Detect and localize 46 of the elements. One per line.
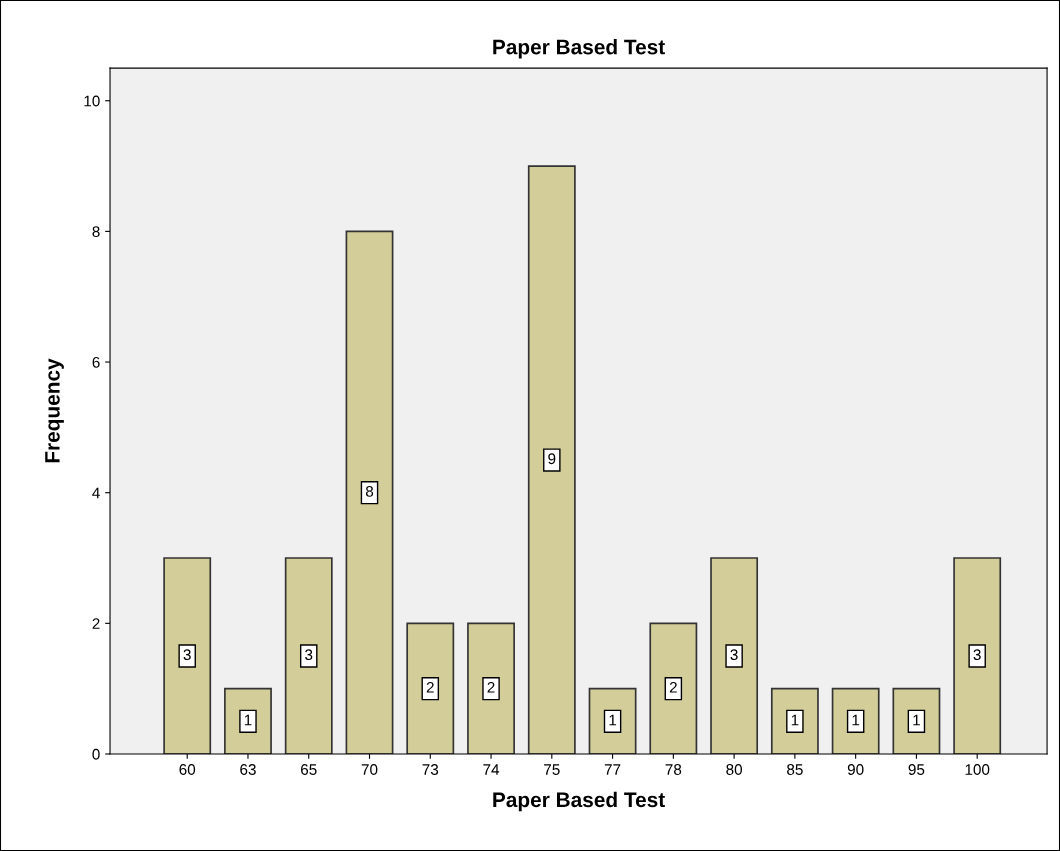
- x-tick-label: 75: [544, 764, 560, 775]
- x-tick-label: 95: [908, 764, 925, 775]
- y-tick-label: 0: [92, 748, 100, 760]
- data-label: 3: [305, 649, 313, 661]
- bar: [710, 557, 759, 754]
- data-label: 1: [609, 714, 617, 726]
- data-label: 2: [669, 681, 677, 693]
- x-tick-label: 90: [847, 764, 864, 775]
- y-tick-label: 8: [92, 226, 100, 238]
- data-label: 1: [244, 714, 252, 726]
- x-tick-label: 85: [787, 764, 803, 775]
- data-label: 3: [730, 649, 738, 661]
- bar: [284, 557, 333, 754]
- y-tick-label: 6: [92, 356, 100, 368]
- data-label: 1: [852, 714, 860, 726]
- x-tick-label: 78: [665, 764, 682, 775]
- bar: [406, 622, 455, 754]
- x-tick-label: 63: [240, 764, 256, 775]
- data-label: 3: [973, 649, 981, 661]
- y-tick-label: 10: [84, 95, 100, 107]
- x-tick-label: 80: [726, 764, 743, 775]
- x-tick-label: 65: [301, 764, 317, 775]
- data-label: 2: [426, 681, 434, 693]
- x-axis-title: Paper Based Test: [493, 791, 665, 812]
- y-tick-label: 2: [92, 618, 100, 629]
- bar: [953, 557, 1002, 754]
- data-label: 3: [183, 649, 191, 661]
- bar: [163, 557, 212, 754]
- bar: [527, 165, 576, 754]
- data-label: 9: [548, 453, 556, 465]
- bar: [345, 230, 394, 754]
- x-tick-label: 70: [361, 764, 378, 775]
- x-tick-label: 100: [965, 764, 990, 775]
- x-tick-label: 74: [483, 764, 500, 775]
- y-tick-label: 4: [92, 487, 100, 499]
- bar: [649, 622, 698, 754]
- bar: [467, 622, 515, 754]
- chart-title: Paper Based Test: [493, 39, 665, 59]
- x-tick-label: 73: [422, 764, 439, 775]
- data-label: 1: [913, 714, 920, 726]
- data-label: 2: [487, 681, 495, 693]
- data-label: 1: [791, 714, 799, 726]
- data-label: 8: [365, 485, 374, 497]
- x-tick-label: 77: [604, 764, 621, 775]
- x-tick-label: 60: [179, 764, 196, 775]
- y-axis-title: Frequency: [45, 358, 64, 463]
